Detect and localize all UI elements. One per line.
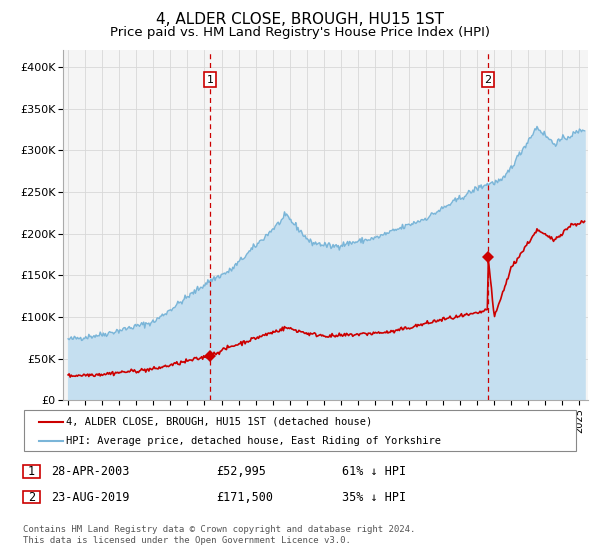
Text: Contains HM Land Registry data © Crown copyright and database right 2024.
This d: Contains HM Land Registry data © Crown c…	[23, 525, 415, 545]
Text: £52,995: £52,995	[216, 465, 266, 478]
Text: 23-AUG-2019: 23-AUG-2019	[51, 491, 130, 504]
Text: Price paid vs. HM Land Registry's House Price Index (HPI): Price paid vs. HM Land Registry's House …	[110, 26, 490, 39]
Text: 28-APR-2003: 28-APR-2003	[51, 465, 130, 478]
Text: 4, ALDER CLOSE, BROUGH, HU15 1ST (detached house): 4, ALDER CLOSE, BROUGH, HU15 1ST (detach…	[66, 417, 372, 427]
Text: 1: 1	[206, 74, 214, 85]
Text: 35% ↓ HPI: 35% ↓ HPI	[342, 491, 406, 504]
Text: 2: 2	[28, 491, 35, 504]
Text: 1: 1	[28, 465, 35, 478]
Text: £171,500: £171,500	[216, 491, 273, 504]
Text: 4, ALDER CLOSE, BROUGH, HU15 1ST: 4, ALDER CLOSE, BROUGH, HU15 1ST	[156, 12, 444, 27]
Text: 61% ↓ HPI: 61% ↓ HPI	[342, 465, 406, 478]
Text: HPI: Average price, detached house, East Riding of Yorkshire: HPI: Average price, detached house, East…	[66, 436, 441, 446]
Text: 2: 2	[485, 74, 491, 85]
